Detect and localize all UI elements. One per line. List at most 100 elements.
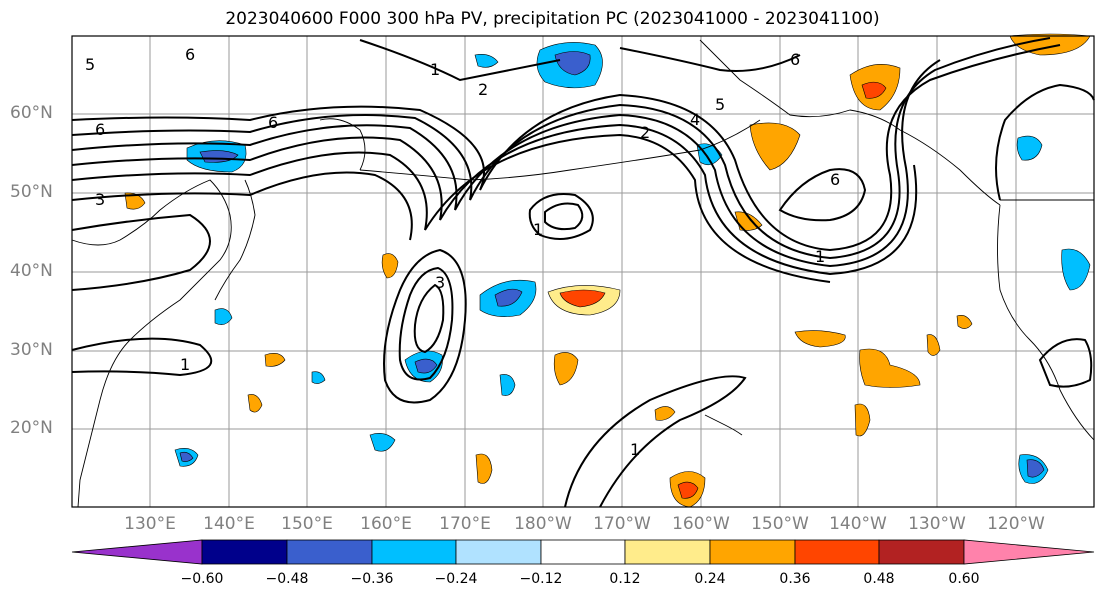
precip-blob [264,353,286,367]
precip-blob [247,394,263,413]
colorbar-segment [963,539,1095,565]
contour-label: 2 [478,80,488,99]
lat-label: 20°N [10,418,53,438]
map-title: 2023040600 F000 300 hPa PV, precipitatio… [225,9,880,29]
lon-label: 160°E [360,514,412,534]
pv-contour [383,248,467,404]
colorbar-segment [371,539,457,565]
pv-contour [71,123,918,276]
contour-label: 6 [830,170,840,189]
colorbar-segment [624,539,711,565]
precip-blob [749,122,801,171]
colorbar-tick: 0.36 [779,571,811,587]
colorbar-segment [878,539,965,565]
colorbar-tick: −0.60 [180,571,224,587]
colorbar-segment [455,539,542,565]
lat-label: 30°N [10,340,53,360]
coastline-asia [71,179,232,508]
precip-blob [311,371,326,384]
precip-blob [381,253,399,279]
colorbar-segment [71,539,203,565]
colorbar [71,539,1095,565]
lat-label: 60°N [10,103,53,123]
contour-label: 6 [790,50,800,69]
precip-blob [859,348,921,388]
contour-label: 5 [85,55,95,74]
colorbar-segment [794,539,880,565]
lon-label: 140°W [829,514,887,534]
colorbar-segment [286,539,373,565]
colorbar-tick: −0.24 [434,571,478,587]
lon-label: 150°E [281,514,333,534]
pv-contour [71,213,211,291]
precip-blob [854,403,871,437]
pv-contour [71,337,213,377]
contour-label: 3 [435,273,445,292]
contour-label: 1 [533,220,543,239]
coastline-japan [214,179,256,301]
precip-blob [474,54,499,68]
precip-blob [475,453,493,484]
lon-label: 180°W [514,514,572,534]
coastline-na [997,204,1095,441]
pv-contour [71,44,1061,252]
pv-contour [564,375,747,508]
colorbar-tick: 0.60 [948,571,980,587]
lat-label: 40°N [10,261,53,281]
pv-contour [1038,338,1093,388]
contour-label: 5 [715,95,725,114]
colorbar-tick: −0.12 [519,571,563,587]
precip-blob [369,433,396,452]
lon-label: 120°W [987,514,1045,534]
colorbar-tick: 0.12 [609,571,641,587]
contour-label: 1 [815,247,825,266]
precip-blob [1009,33,1091,56]
pv-contour [544,202,584,231]
colorbar-tick: −0.48 [265,571,309,587]
contour-label: 1 [630,440,640,459]
precip-blob [861,81,887,99]
contour-label: 1 [180,355,190,374]
precip-blob [553,352,579,386]
precip-blob [124,192,146,210]
contour-label: 6 [185,45,195,64]
precip-blob [214,308,233,325]
lon-label: 170°W [593,514,651,534]
lon-label: 150°W [751,514,809,534]
colorbar-segment [540,539,626,565]
precip-blob [956,315,973,329]
pv-contour [71,37,1051,260]
precip-blob [654,406,676,421]
precip-blob [499,374,516,396]
precip-blob [1061,248,1091,291]
lon-label: 130°E [124,514,176,534]
lon-label: 160°W [672,514,730,534]
coastline-alaska [699,39,1001,206]
colorbar-tick: −0.36 [350,571,394,587]
pv-contour [71,59,941,268]
pv-contours [71,37,1095,508]
colorbar-tick: 0.48 [863,571,895,587]
precip-blob [554,51,591,76]
map-frame [71,35,1095,508]
pv-contour [413,283,445,354]
pv-contour [619,47,801,72]
precip-shading [124,33,1091,508]
pv-contour [71,171,413,241]
contour-labels: 1 2 3 5 6 6 6 3 1 1 1 6 6 1 4 5 2 [85,45,840,459]
contour-label: 1 [430,60,440,79]
colorbar-tick: 0.24 [694,571,726,587]
contour-label: 6 [268,113,278,132]
lon-label: 170°E [439,514,491,534]
colorbar-segment [201,539,288,565]
coastlines [71,39,1095,508]
lon-label: 140°E [203,514,255,534]
precip-blob [1016,135,1043,161]
contour-label: 4 [690,110,700,129]
pv-contour [995,83,1095,201]
precip-blob [1026,459,1045,478]
precip-blob [559,289,606,308]
lat-label: 50°N [10,182,53,202]
pv-contour [528,193,594,240]
